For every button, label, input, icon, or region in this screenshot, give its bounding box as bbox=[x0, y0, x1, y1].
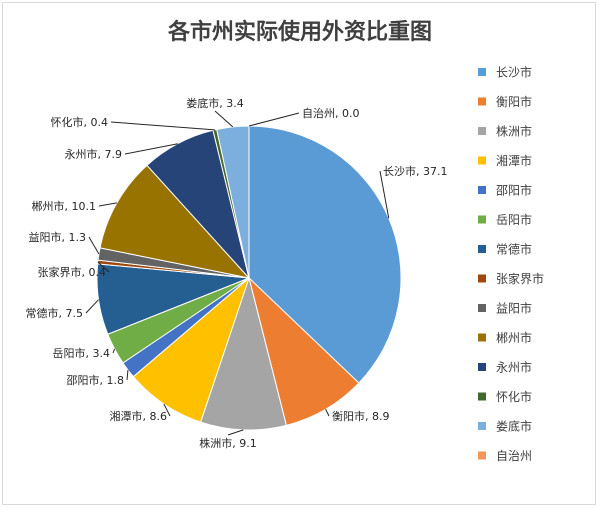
leader-line-0 bbox=[379, 170, 390, 219]
legend-swatch-11 bbox=[478, 392, 486, 401]
legend-swatch-13 bbox=[478, 451, 486, 460]
data-label-12: 娄底市, 3.4 bbox=[186, 96, 244, 110]
leader-line-9 bbox=[98, 202, 117, 207]
data-label-2: 株洲市, 9.1 bbox=[199, 436, 257, 450]
leader-line-3 bbox=[163, 403, 171, 417]
legend-label-6: 常德市 bbox=[496, 242, 532, 257]
data-label-1: 衡阳市, 8.9 bbox=[332, 409, 390, 423]
leader-line-5 bbox=[112, 348, 116, 354]
leader-line-8 bbox=[88, 236, 100, 255]
legend-label-5: 岳阳市 bbox=[496, 212, 532, 227]
legend-label-1: 衡阳市 bbox=[496, 94, 532, 109]
pie-slice-1 bbox=[248, 276, 360, 426]
data-label-0: 长沙市, 37.1 bbox=[383, 164, 448, 178]
leader-line-12 bbox=[214, 110, 234, 128]
leader-line-6 bbox=[85, 299, 99, 314]
legend-swatch-6 bbox=[478, 245, 486, 253]
legend-swatch-10 bbox=[478, 363, 486, 371]
legend-swatch-9 bbox=[478, 333, 486, 342]
legend-label-0: 长沙市 bbox=[496, 65, 532, 80]
legend-swatch-1 bbox=[478, 97, 486, 106]
leader-line-1 bbox=[325, 409, 330, 417]
legend-label-12: 娄底市 bbox=[496, 419, 532, 434]
legend-label-10: 永州市 bbox=[496, 360, 532, 375]
leader-line-2 bbox=[227, 429, 244, 436]
legend-swatch-0 bbox=[478, 68, 486, 76]
chart-title: 各市州实际使用外资比重图 bbox=[167, 20, 432, 45]
legend-label-11: 怀化市 bbox=[496, 389, 532, 404]
data-label-8: 益阳市, 1.3 bbox=[29, 230, 87, 244]
legend-swatch-7 bbox=[478, 274, 486, 283]
legend-label-3: 湘潭市 bbox=[496, 153, 532, 168]
legend-swatch-5 bbox=[478, 215, 486, 224]
data-label-3: 湘潭市, 8.6 bbox=[110, 409, 168, 423]
legend-swatch-4 bbox=[478, 186, 486, 194]
pie-slice-3 bbox=[132, 276, 251, 423]
legend-swatch-12 bbox=[478, 422, 486, 430]
pie-slice-9 bbox=[99, 164, 251, 279]
data-label-4: 邵阳市, 1.8 bbox=[67, 373, 125, 387]
leader-line-11 bbox=[110, 121, 215, 131]
leader-line-10 bbox=[124, 143, 178, 155]
legend-label-7: 张家界市 bbox=[496, 271, 544, 286]
data-label-9: 郴州市, 10.1 bbox=[32, 199, 97, 213]
data-label-13: 自治州, 0.0 bbox=[302, 106, 360, 120]
legend-label-13: 自治州 bbox=[496, 449, 532, 463]
legend-swatch-2 bbox=[478, 127, 486, 135]
legend-swatch-3 bbox=[478, 156, 486, 165]
data-label-5: 岳阳市, 3.4 bbox=[53, 346, 111, 360]
data-label-7: 张家界市, 0.4 bbox=[38, 265, 107, 279]
leader-line-7 bbox=[97, 261, 110, 273]
pie-slice-2 bbox=[199, 276, 287, 431]
leader-line-4 bbox=[126, 369, 129, 381]
legend-label-9: 郴州市 bbox=[496, 330, 532, 345]
data-label-10: 永州市, 7.9 bbox=[65, 147, 123, 161]
legend-label-8: 益阳市 bbox=[496, 301, 532, 316]
data-label-6: 常德市, 7.5 bbox=[26, 306, 84, 320]
legend-label-2: 株洲市 bbox=[496, 124, 532, 139]
legend-label-4: 邵阳市 bbox=[496, 183, 532, 198]
pie-slice-0 bbox=[248, 125, 402, 384]
data-label-11: 怀化市, 0.4 bbox=[51, 115, 109, 129]
legend-swatch-8 bbox=[478, 304, 486, 312]
leader-line-13 bbox=[248, 112, 300, 127]
